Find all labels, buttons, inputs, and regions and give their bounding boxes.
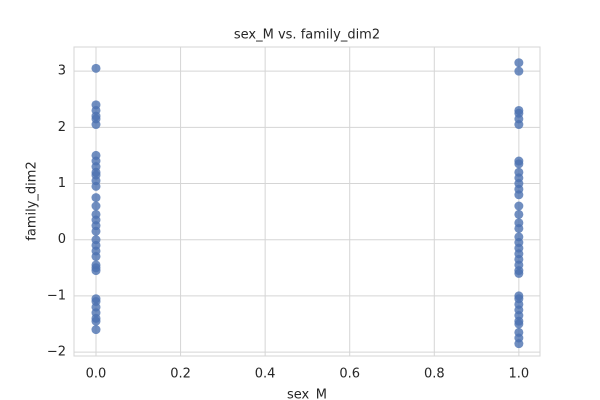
point: [514, 223, 524, 233]
point: [514, 209, 524, 219]
point: [514, 159, 524, 169]
point: [91, 316, 101, 326]
x-axis-label: sex_M: [287, 388, 327, 400]
point: [91, 193, 101, 203]
point: [91, 325, 101, 335]
point: [514, 201, 524, 211]
point: [91, 120, 101, 130]
y-tick-label: 0: [58, 232, 66, 247]
point: [514, 339, 524, 349]
point: [514, 190, 524, 200]
chart-title: sex_M vs. family_dim2: [234, 28, 380, 43]
y-tick-label: 1: [58, 176, 66, 191]
point: [91, 266, 101, 276]
x-tick-label: 1.0: [509, 367, 530, 382]
point: [91, 181, 101, 191]
point: [91, 63, 101, 73]
y-axis-label: family_dim2: [25, 161, 40, 240]
x-tick-label: 0.0: [86, 367, 107, 382]
x-tick-label: 0.6: [339, 367, 360, 382]
point: [91, 252, 101, 262]
x-tick-label: 0.2: [170, 367, 191, 382]
y-tick-label: 3: [58, 64, 66, 79]
point: [514, 120, 524, 130]
point: [514, 319, 524, 329]
y-tick-label: 2: [58, 120, 66, 135]
y-tick-label: −1: [47, 288, 66, 303]
point: [514, 58, 524, 68]
point: [514, 66, 524, 76]
point: [91, 201, 101, 211]
y-tick-label: −2: [47, 345, 66, 360]
point: [91, 226, 101, 236]
x-tick-label: 0.4: [255, 367, 276, 382]
plot-frame: [73, 46, 541, 357]
x-tick-label: 0.8: [424, 367, 445, 382]
point: [514, 268, 524, 278]
